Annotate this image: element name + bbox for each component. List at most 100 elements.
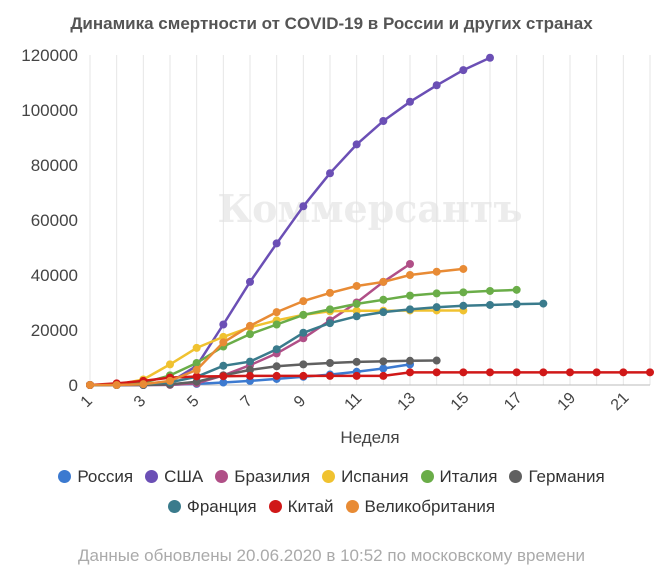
- legend: Россия США Бразилия Испания Италия Германия Фр…: [20, 462, 643, 522]
- data-point: [352, 282, 361, 290]
- data-point: [166, 360, 174, 369]
- data-point: [512, 300, 521, 309]
- y-tick-label: 80000: [31, 156, 78, 175]
- data-point: [352, 371, 361, 380]
- data-point: [379, 117, 388, 125]
- x-axis-label: Неделя: [340, 428, 399, 447]
- data-point: [352, 306, 361, 315]
- data-point: [379, 364, 388, 373]
- data-point: [352, 312, 361, 321]
- x-tick-label: 15: [448, 389, 473, 414]
- legend-marker: [322, 470, 336, 483]
- data-point: [486, 368, 494, 377]
- data-point: [406, 271, 414, 279]
- data-point: [486, 53, 494, 62]
- y-tick-label: 120000: [21, 46, 78, 65]
- legend-item[interactable]: Италия: [420, 462, 498, 492]
- data-point: [299, 310, 308, 319]
- data-point: [326, 305, 334, 314]
- x-tick-label: 7: [238, 393, 256, 411]
- watermark-text: Коммерсантъ: [218, 186, 523, 231]
- legend-item[interactable]: США: [145, 462, 203, 492]
- legend-label: Италия: [439, 467, 498, 486]
- data-point: [219, 320, 228, 329]
- legend-marker: [58, 470, 72, 483]
- legend-marker: [420, 470, 434, 483]
- x-tick-label: 9: [291, 393, 309, 411]
- legend-item[interactable]: Испания: [322, 462, 409, 492]
- x-tick-label: 3: [131, 393, 149, 411]
- legend-marker: [345, 500, 359, 513]
- data-point: [512, 368, 521, 377]
- legend-item[interactable]: Китай: [268, 492, 334, 522]
- data-point: [246, 365, 254, 374]
- legend-label: Испания: [341, 467, 409, 486]
- data-point: [219, 361, 228, 370]
- data-point: [166, 376, 174, 385]
- x-tick-label: 5: [184, 393, 202, 411]
- x-tick-label: 1: [78, 393, 96, 411]
- legend-label: Великобритания: [364, 497, 496, 516]
- data-point: [219, 332, 228, 341]
- x-tick-label: 13: [395, 389, 420, 414]
- data-point: [326, 288, 334, 297]
- data-point: [379, 357, 388, 366]
- legend-item[interactable]: Германия: [509, 462, 605, 492]
- data-point: [406, 260, 414, 268]
- series-Великобритания: [86, 264, 468, 389]
- data-point: [299, 360, 308, 369]
- data-point: [352, 299, 361, 308]
- data-point: [432, 267, 441, 276]
- y-tick-label: 40000: [31, 266, 78, 285]
- data-point: [352, 140, 361, 149]
- data-point: [246, 330, 254, 339]
- legend-item[interactable]: Россия: [58, 462, 133, 492]
- legend-label: Китай: [287, 497, 334, 516]
- legend-marker: [215, 470, 229, 483]
- data-point: [406, 368, 414, 377]
- data-point: [459, 368, 468, 377]
- data-point: [406, 97, 414, 106]
- data-point: [112, 381, 121, 389]
- data-point: [379, 277, 388, 286]
- data-point: [379, 308, 388, 317]
- legend-label: Бразилия: [234, 467, 311, 486]
- data-point: [246, 371, 254, 380]
- data-point: [459, 301, 468, 310]
- data-point: [512, 285, 521, 294]
- data-point: [646, 368, 654, 377]
- x-tick-label: 21: [608, 389, 633, 414]
- legend-marker: [145, 470, 159, 483]
- data-point: [272, 320, 281, 329]
- grid-lines: [89, 55, 651, 385]
- data-point: [272, 239, 281, 248]
- data-point: [432, 289, 441, 298]
- data-point: [219, 372, 228, 381]
- legend-item[interactable]: Франция: [167, 492, 257, 522]
- data-point: [459, 66, 468, 75]
- data-point: [432, 303, 441, 312]
- legend-item[interactable]: Бразилия: [215, 462, 310, 492]
- data-point: [192, 365, 201, 374]
- legend-item[interactable]: Великобритания: [345, 492, 496, 522]
- data-point: [379, 295, 388, 304]
- data-point: [299, 202, 308, 211]
- legend-label: Франция: [186, 497, 257, 516]
- data-point: [326, 359, 334, 367]
- data-point: [86, 381, 94, 389]
- series-line: [89, 371, 650, 387]
- data-point: [326, 371, 334, 380]
- data-point: [192, 372, 201, 381]
- legend-marker: [167, 500, 181, 513]
- data-point: [432, 81, 441, 90]
- data-point: [246, 321, 254, 330]
- data-point: [379, 371, 388, 380]
- y-tick-label: 100000: [21, 101, 78, 120]
- data-point: [272, 371, 281, 380]
- x-tick-label: 11: [342, 390, 366, 414]
- data-point: [486, 300, 494, 309]
- data-point: [432, 356, 441, 365]
- data-point: [459, 264, 468, 273]
- data-point: [299, 334, 308, 343]
- data-point: [406, 291, 414, 300]
